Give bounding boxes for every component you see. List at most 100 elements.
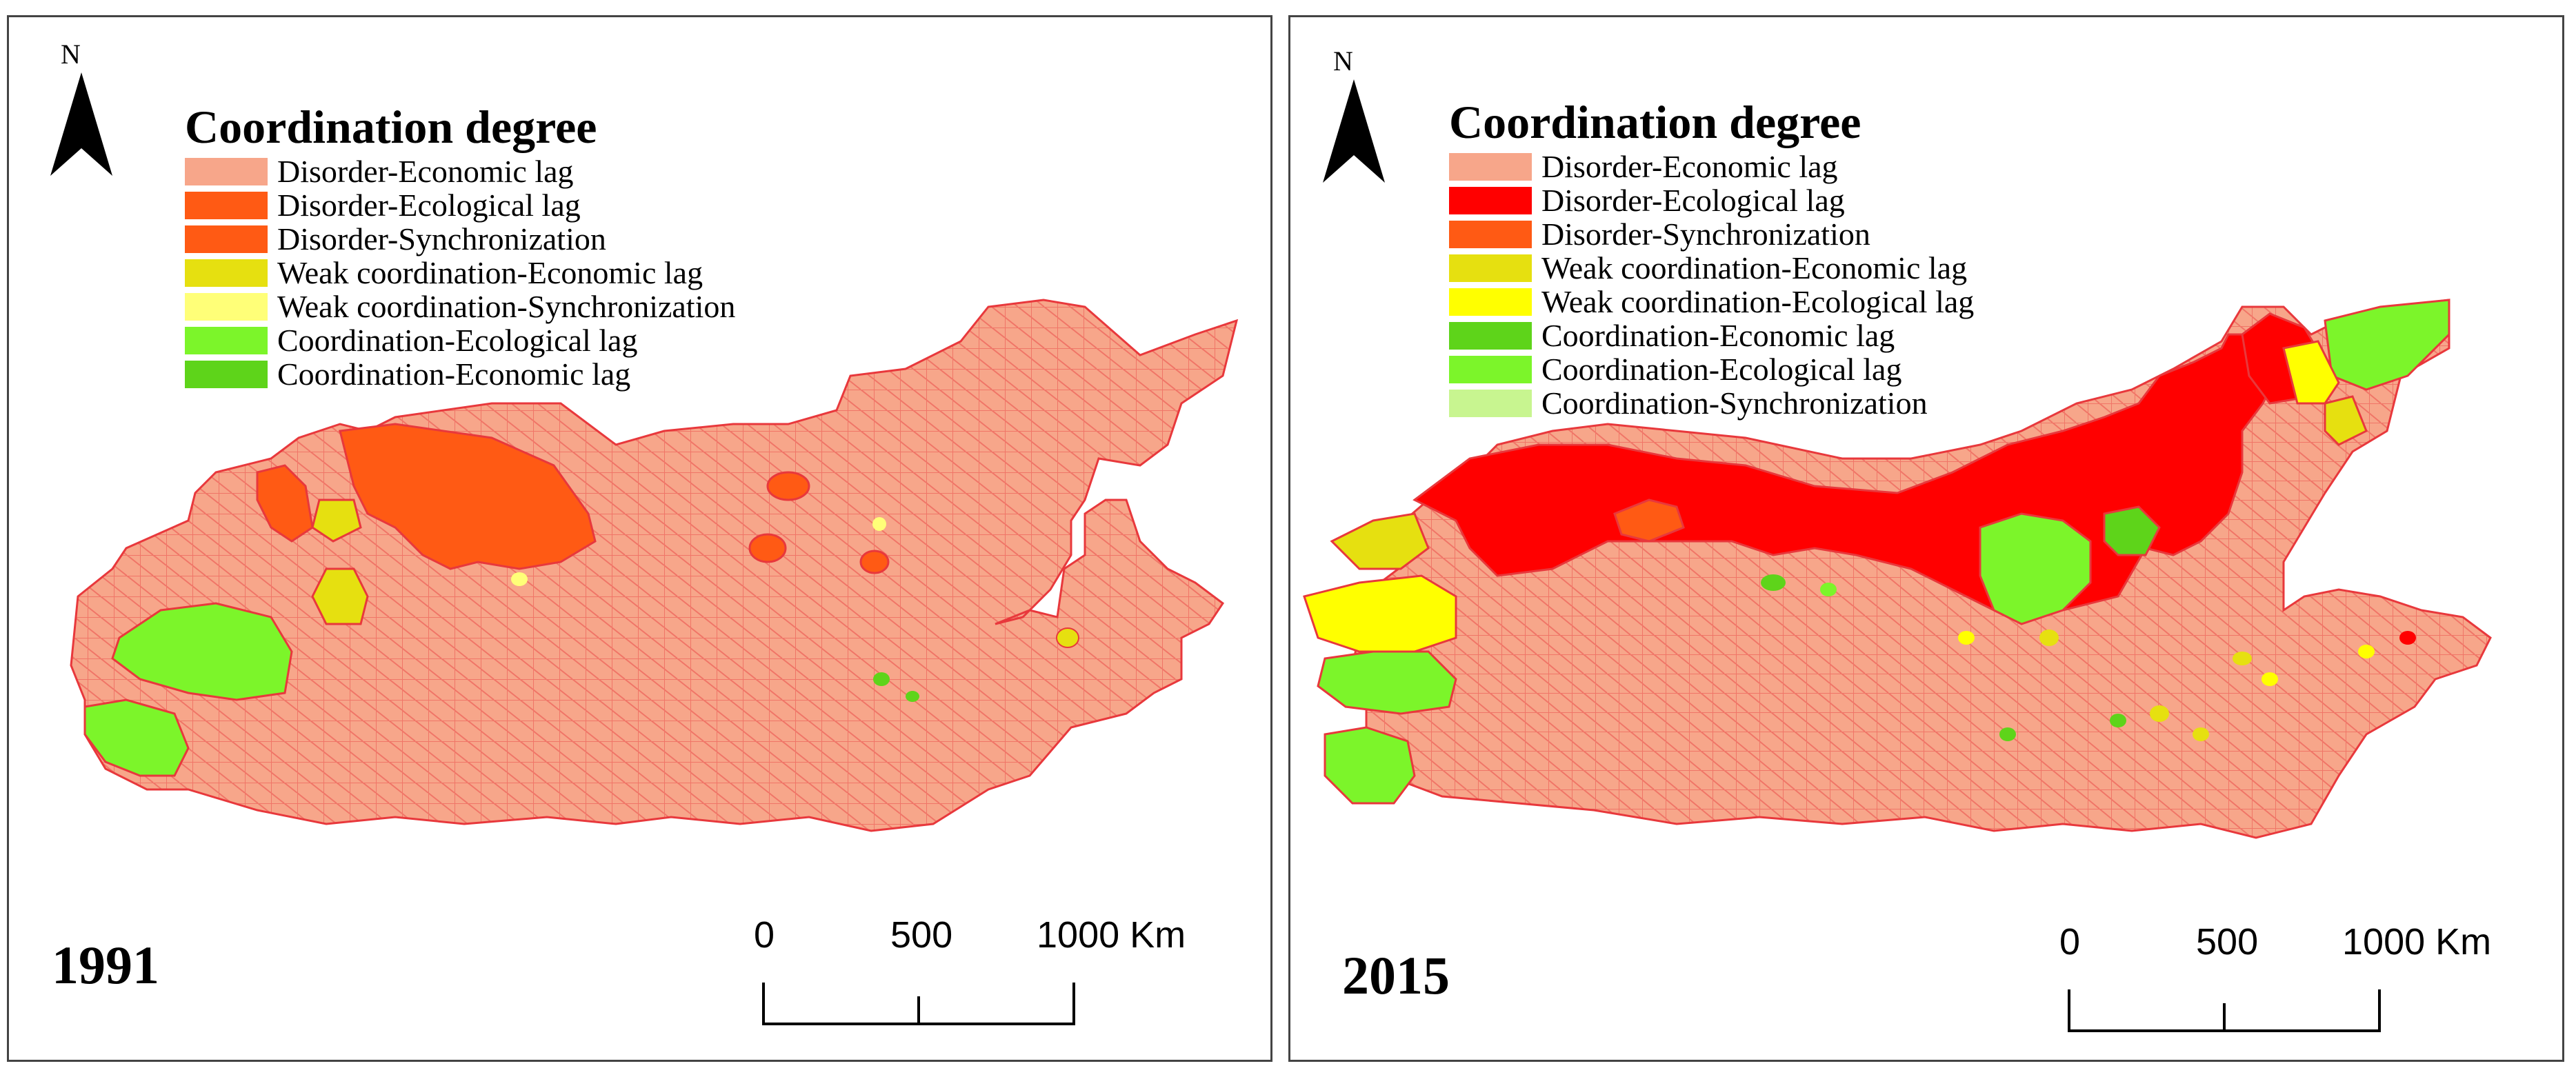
region-coord-ecological (111, 602, 293, 701)
legend-item: Coordination-Economic lag (185, 357, 735, 391)
legend-item: Coordination-Ecological lag (185, 323, 735, 357)
legend-1991: Coordination degree Disorder-Economic la… (185, 103, 735, 391)
legend-label: Coordination-Synchronization (1541, 385, 1928, 421)
legend-label: Coordination-Ecological lag (277, 322, 638, 358)
map-panel-2015: N Coordination degree Disorder-Economic … (1288, 15, 2564, 1062)
region-dot-12 (1820, 583, 1837, 596)
legend-label: Disorder-Ecological lag (1541, 182, 1845, 218)
legend-swatch (1449, 152, 1532, 181)
legend-swatch (185, 259, 268, 287)
scale-tick-1000: 1000 Km (2342, 921, 2492, 963)
region-disorder-sync (766, 471, 810, 501)
legend-swatch (1449, 355, 1532, 383)
legend-label: Disorder-Synchronization (1541, 216, 1870, 252)
legend-swatch (185, 292, 268, 321)
region-disorder-sync-2 (748, 533, 787, 563)
legend-label: Disorder-Synchronization (277, 221, 606, 256)
scale-tick-1000: 1000 Km (1037, 914, 1186, 956)
legend-item: Disorder-Economic lag (1449, 150, 1974, 183)
region-coord-economic (2103, 505, 2161, 556)
region-dot-2 (2262, 672, 2278, 686)
north-arrow-icon (50, 72, 112, 176)
legend-swatch (1449, 254, 1532, 282)
legend-swatch (185, 326, 268, 354)
region-dot-9 (1999, 727, 2016, 741)
region-weak-sync-2 (872, 517, 886, 531)
map-1991 (70, 299, 1239, 832)
region-disorder-sync-3 (859, 550, 890, 574)
region-weak-ecological-ne (2282, 340, 2340, 405)
legend-item: Disorder-Ecological lag (185, 188, 735, 222)
region-dot-11 (1761, 574, 1786, 591)
legend-item: Coordination-Ecological lag (1449, 352, 1974, 386)
region-disorder-sync (1613, 499, 1685, 543)
legend-item: Disorder-Ecological lag (1449, 183, 1974, 217)
scale-tick-500: 500 (2196, 921, 2259, 963)
region-weak-economic (1330, 512, 1430, 570)
region-dot-10 (2150, 705, 2169, 722)
region-weak-economic (311, 499, 362, 543)
scale-tick-0: 0 (754, 914, 775, 956)
legend-swatch (185, 157, 268, 185)
legend-item: Weak coordination-Ecological lag (1449, 285, 1974, 319)
region-coord-ecological (1979, 512, 2092, 625)
legend-swatch (185, 225, 268, 253)
legend-item: Weak coordination-Economic lag (1449, 251, 1974, 285)
region-coord-economic (873, 672, 890, 686)
legend-title: Coordination degree (185, 101, 597, 153)
region-weak-economic-2 (311, 567, 369, 625)
legend-swatch (1449, 186, 1532, 214)
year-label-2015: 2015 (1342, 945, 1450, 1005)
legend-swatch (185, 191, 268, 219)
region-disorder-ecological (339, 423, 597, 570)
legend-label: Disorder-Economic lag (277, 153, 574, 189)
legend-label: Weak coordination-Economic lag (277, 254, 703, 290)
region-dot-4 (2193, 727, 2209, 741)
scale-bar-line (2068, 989, 2381, 1032)
legend-label: Coordination-Economic lag (1541, 317, 1895, 353)
legend-item: Disorder-Synchronization (185, 222, 735, 256)
region-dot-3 (2110, 714, 2126, 727)
legend-label: Disorder-Ecological lag (277, 187, 581, 223)
north-label: N (1333, 46, 1353, 77)
legend-item: Disorder-Economic lag (185, 154, 735, 188)
legend-item: Weak coordination-Synchronization (185, 290, 735, 323)
legend-item: Coordination-Synchronization (1449, 386, 1974, 420)
region-coord-ecological-ne (2324, 299, 2450, 391)
scale-tick-500: 500 (890, 914, 953, 956)
legend-items: Disorder-Economic lag Disorder-Ecological… (1449, 150, 1974, 420)
legend-label: Disorder-Economic lag (1541, 148, 1838, 184)
legend-item: Weak coordination-Economic lag (185, 256, 735, 290)
legend-title: Coordination degree (1449, 96, 1861, 148)
region-dot-8 (1958, 631, 1975, 645)
region-coord-economic-2 (906, 691, 919, 702)
region-weak-ecological (1303, 574, 1457, 653)
map-2015 (1303, 299, 2492, 839)
legend-label: Weak coordination-Ecological lag (1541, 283, 1975, 319)
region-dot-1 (2233, 652, 2252, 665)
legend-swatch (1449, 288, 1532, 316)
north-arrow-icon (1323, 79, 1385, 183)
year-label-1991: 1991 (52, 935, 159, 995)
legend-label: Weak coordination-Economic lag (1541, 250, 1968, 285)
region-dot-7 (2039, 630, 2059, 646)
region-dot-5 (2399, 631, 2416, 645)
scale-bar-1991: 0 500 1000 Km (754, 914, 1186, 1038)
region-dot-6 (2358, 645, 2375, 658)
scale-bar-2015: 0 500 1000 Km (2059, 920, 2491, 1045)
legend-swatch (1449, 220, 1532, 248)
legend-swatch (1449, 389, 1532, 417)
legend-label: Weak coordination-Synchronization (277, 288, 736, 324)
legend-item: Disorder-Synchronization (1449, 217, 1974, 251)
legend-label: Coordination-Ecological lag (1541, 351, 1902, 387)
legend-swatch (185, 360, 268, 388)
legend-item: Coordination-Economic lag (1449, 319, 1974, 352)
legend-label: Coordination-Economic lag (277, 356, 631, 392)
region-weak-economic-ne (2324, 395, 2368, 446)
map-panel-1991: N Coordination degree Disorder-Economic … (7, 15, 1272, 1062)
region-disorder-ecological-2 (256, 464, 314, 543)
scale-bar-line (762, 983, 1075, 1025)
region-coord-ecological-2 (1317, 650, 1457, 715)
scale-tick-0: 0 (2059, 921, 2081, 963)
legend-2015: Coordination degree Disorder-Economic la… (1449, 99, 1974, 420)
